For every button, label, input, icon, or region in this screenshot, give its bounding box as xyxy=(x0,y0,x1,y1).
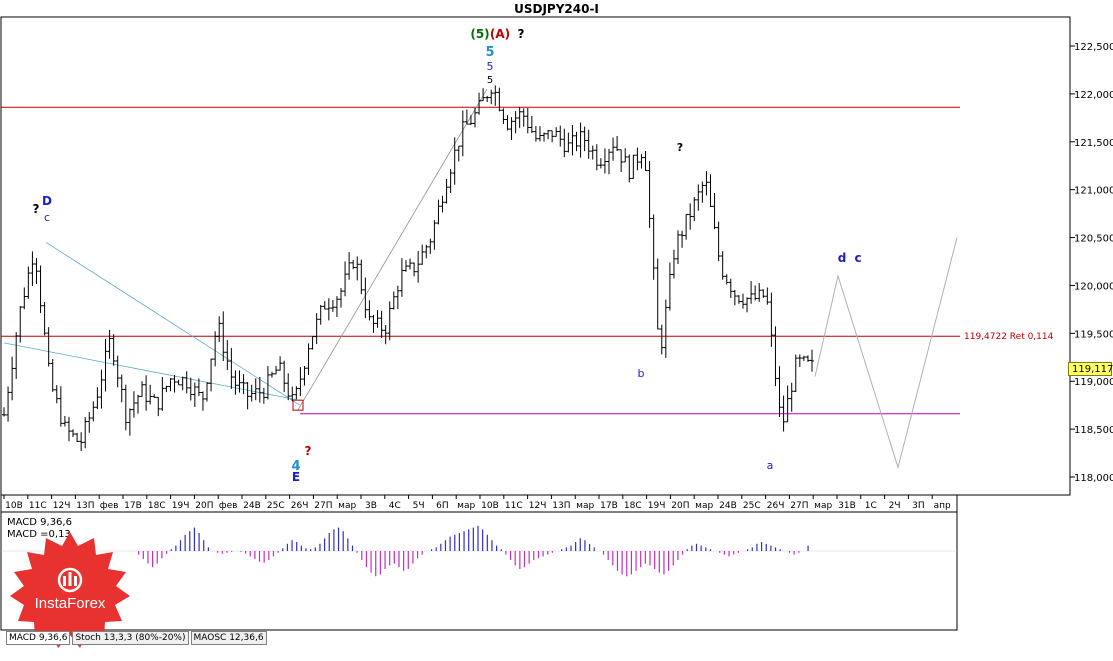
y-tick-label: 121,500 xyxy=(1074,138,1113,149)
x-tick-label: 10В xyxy=(481,501,499,511)
x-tick-label: 10В xyxy=(5,501,23,511)
wave-label: c xyxy=(44,211,50,224)
x-tick-label: 12Ч xyxy=(53,501,71,511)
wave-label: ? xyxy=(677,141,683,154)
wave-label: 5 xyxy=(485,45,494,60)
x-tick-label: 26Ч xyxy=(767,501,785,511)
x-tick-label: 24В xyxy=(719,501,737,511)
x-tick-label: 17В xyxy=(600,501,618,511)
trend-line xyxy=(45,242,301,406)
x-tick-label: мар xyxy=(457,501,475,511)
trend-line xyxy=(3,342,301,401)
wave-label: ? xyxy=(305,444,312,458)
forecast-path xyxy=(814,237,958,470)
wave-label: (A) xyxy=(490,27,510,41)
wave-label: d xyxy=(838,251,847,265)
wave-label: E xyxy=(292,470,300,484)
marker-box xyxy=(292,399,304,411)
macd-value-label: MACD =0,13 xyxy=(7,529,71,540)
x-tick-label: 3П xyxy=(912,501,925,511)
x-tick-label: 20П xyxy=(671,501,689,511)
x-tick-label: 13П xyxy=(552,501,570,511)
x-tick-label: 24В xyxy=(243,501,261,511)
current-price-tag: 119,117 xyxy=(1068,362,1113,376)
y-tick-label: 119,000 xyxy=(1074,377,1113,388)
x-tick-label: 19Ч xyxy=(172,501,190,511)
x-tick-label: 25С xyxy=(267,501,285,511)
y-tick-label: 122,500 xyxy=(1074,42,1113,53)
x-tick-label: мар xyxy=(338,501,356,511)
x-tick-label: мар xyxy=(695,501,713,511)
y-tick-label: 118,000 xyxy=(1074,473,1113,484)
x-tick-label: фев xyxy=(100,501,119,511)
x-tick-label: 18С xyxy=(624,501,642,511)
wave-label: D xyxy=(42,194,52,208)
x-tick-label: 17В xyxy=(124,501,142,511)
x-tick-label: 3В xyxy=(365,501,377,511)
x-tick-label: 31В xyxy=(838,501,856,511)
x-tick-label: 1С xyxy=(865,501,877,511)
wave-label: c xyxy=(854,251,861,265)
level-label: 119,4722 Ret 0,114 xyxy=(964,332,1054,342)
tab-macd[interactable]: MACD 9,36,6 xyxy=(6,631,71,645)
x-tick-label: фев xyxy=(219,501,238,511)
macd-pane xyxy=(0,511,958,631)
wave-label: b xyxy=(638,367,645,380)
x-tick-label: 13П xyxy=(76,501,94,511)
x-tick-label: 27П xyxy=(790,501,808,511)
indicator-tabs: MACD 9,36,6 Stoch 13,3,3 (80%-20%) MAOSC… xyxy=(6,631,267,645)
x-tick-label: 11С xyxy=(505,501,523,511)
wave-label: 5 xyxy=(487,75,493,86)
x-tick-label: 18С xyxy=(148,501,166,511)
x-tick-label: апр xyxy=(934,501,951,511)
macd-label: MACD 9,36,6 xyxy=(7,517,72,528)
x-tick-label: 12Ч xyxy=(529,501,547,511)
x-tick-label: 5Ч xyxy=(413,501,425,511)
logo-mark-icon xyxy=(57,567,83,593)
x-tick-label: 2Ч xyxy=(889,501,901,511)
y-tick-label: 121,000 xyxy=(1074,186,1113,197)
instaforex-logo: InstaForex xyxy=(8,532,132,650)
x-tick-label: 19Ч xyxy=(648,501,666,511)
y-tick-label: 118,500 xyxy=(1074,425,1113,436)
x-tick-label: 27П xyxy=(314,501,332,511)
wave-label: ? xyxy=(518,27,525,41)
x-tick-label: мар xyxy=(814,501,832,511)
y-tick-label: 120,000 xyxy=(1074,281,1113,292)
x-tick-label: 20П xyxy=(195,501,213,511)
wave-label: 5 xyxy=(487,60,494,73)
y-tick-label: 122,000 xyxy=(1074,90,1113,101)
x-tick-label: 4С xyxy=(389,501,401,511)
tab-maosc[interactable]: MAOSC 12,36,6 xyxy=(190,631,267,645)
x-tick-label: мар xyxy=(576,501,594,511)
y-tick-label: 119,500 xyxy=(1074,329,1113,340)
x-tick-label: 11С xyxy=(29,501,47,511)
tab-stoch[interactable]: Stoch 13,3,3 (80%-20%) xyxy=(72,631,189,645)
wave-label: (5) xyxy=(470,27,489,41)
x-tick-label: 26Ч xyxy=(291,501,309,511)
trend-line xyxy=(297,88,488,411)
wave-label: ? xyxy=(33,202,40,216)
wave-label: 4 xyxy=(291,459,300,474)
x-tick-label: 25С xyxy=(743,501,761,511)
y-tick-label: 120,500 xyxy=(1074,234,1113,245)
wave-label: a xyxy=(767,459,774,472)
x-tick-label: 6П xyxy=(436,501,449,511)
logo-text: InstaForex xyxy=(34,595,106,612)
chart-title: USDJPY240-I xyxy=(514,2,599,16)
